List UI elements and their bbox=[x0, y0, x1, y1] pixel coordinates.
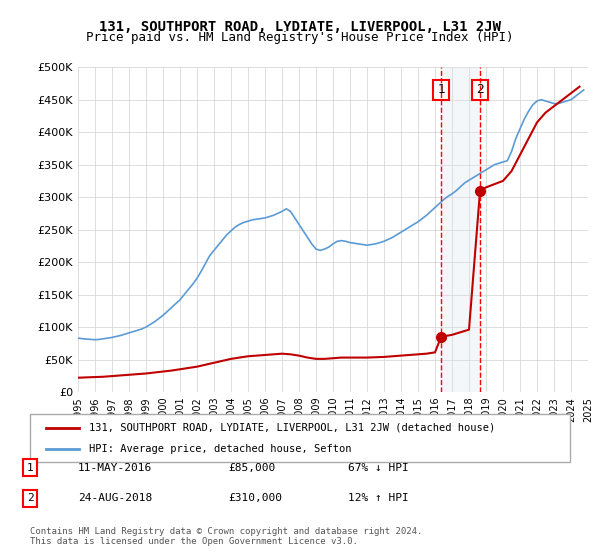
Text: 67% ↓ HPI: 67% ↓ HPI bbox=[348, 463, 409, 473]
Text: 12% ↑ HPI: 12% ↑ HPI bbox=[348, 493, 409, 503]
Text: 24-AUG-2018: 24-AUG-2018 bbox=[78, 493, 152, 503]
Text: HPI: Average price, detached house, Sefton: HPI: Average price, detached house, Seft… bbox=[89, 444, 352, 454]
Text: Contains HM Land Registry data © Crown copyright and database right 2024.
This d: Contains HM Land Registry data © Crown c… bbox=[30, 526, 422, 546]
Bar bbox=[441, 67, 480, 392]
Text: 11-MAY-2016: 11-MAY-2016 bbox=[78, 463, 152, 473]
Text: 131, SOUTHPORT ROAD, LYDIATE, LIVERPOOL, L31 2JW (detached house): 131, SOUTHPORT ROAD, LYDIATE, LIVERPOOL,… bbox=[89, 423, 496, 433]
Text: 1: 1 bbox=[437, 83, 445, 96]
Text: 1: 1 bbox=[26, 463, 34, 473]
Text: £310,000: £310,000 bbox=[228, 493, 282, 503]
Text: 131, SOUTHPORT ROAD, LYDIATE, LIVERPOOL, L31 2JW: 131, SOUTHPORT ROAD, LYDIATE, LIVERPOOL,… bbox=[99, 20, 501, 34]
Text: Price paid vs. HM Land Registry's House Price Index (HPI): Price paid vs. HM Land Registry's House … bbox=[86, 31, 514, 44]
Text: £85,000: £85,000 bbox=[228, 463, 275, 473]
FancyBboxPatch shape bbox=[30, 414, 570, 462]
Text: 2: 2 bbox=[476, 83, 484, 96]
Text: 2: 2 bbox=[26, 493, 34, 503]
